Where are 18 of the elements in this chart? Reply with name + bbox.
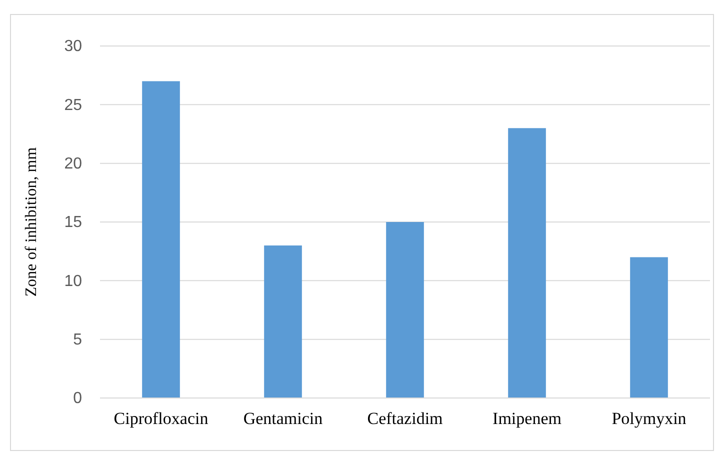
bar: [142, 81, 180, 398]
y-tick-label: 30: [64, 38, 82, 56]
x-tick-label: Ceftazidim: [367, 409, 443, 428]
y-tick-label: 25: [64, 96, 82, 114]
bar: [508, 128, 546, 398]
x-tick-label: Imipenem: [492, 409, 562, 428]
bar: [386, 222, 424, 398]
y-tick-label: 0: [73, 390, 82, 408]
y-tick-label: 5: [73, 331, 82, 348]
y-tick-label: 10: [64, 272, 82, 290]
x-tick-label: Ciprofloxacin: [114, 409, 209, 428]
bar: [264, 245, 302, 398]
y-axis-title: Zone of inhibition, mm: [23, 146, 40, 297]
x-tick-label: Polymyxin: [612, 409, 687, 428]
y-tick-label: 20: [64, 155, 82, 172]
bar: [630, 257, 668, 398]
y-tick-label: 15: [64, 214, 82, 232]
x-tick-label: Gentamicin: [243, 409, 324, 428]
